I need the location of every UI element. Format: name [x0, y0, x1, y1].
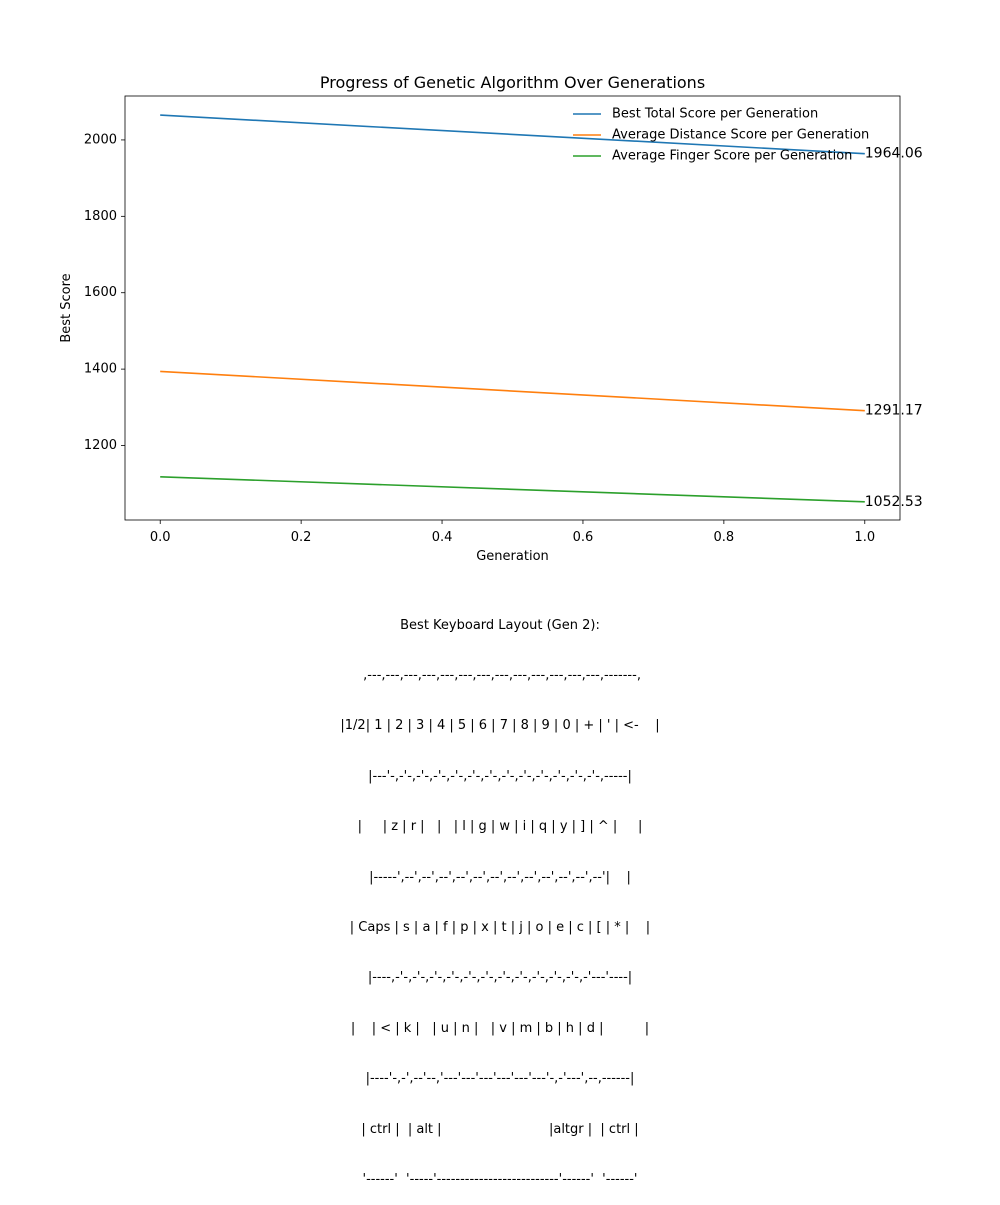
keyboard-row-line: |----,-'-,-'-,-'-,-'-,-'-,-'-,-'-,-'-,-'…: [367, 970, 633, 986]
keyboard-row-line: | | z | r | | | l | g | w | i | q | y | …: [357, 819, 643, 835]
series-line-2: [160, 476, 865, 503]
chart-title: Progress of Genetic Algorithm Over Gener…: [320, 73, 705, 92]
keyboard-row-line: |----'-,-',--'--,'---'---'---'---'---'--…: [365, 1071, 635, 1087]
plot-area: [125, 96, 900, 520]
keyboard-row-line: |1/2| 1 | 2 | 3 | 4 | 5 | 6 | 7 | 8 | 9 …: [340, 718, 660, 734]
series-end-label: 1291.17: [865, 403, 923, 419]
y-tick-label: 2000: [84, 132, 117, 147]
keyboard-row-line: |---'-,-'-,-'-,-'-,-'-,-'-,-'-,-'-,-'-,-…: [368, 768, 632, 784]
x-tick-label: 1.0: [854, 530, 875, 545]
keyboard-row-line: ,---,---,---,---,---,---,---,---,---,---…: [359, 667, 641, 683]
keyboard-layout-title: Best Keyboard Layout (Gen 2):: [400, 617, 600, 633]
keyboard-layout: Best Keyboard Layout (Gen 2): ,---,---,-…: [0, 584, 1000, 1205]
series-line-1: [160, 370, 865, 412]
y-tick-label: 1200: [84, 438, 117, 453]
legend-label: Average Finger Score per Generation: [612, 149, 852, 164]
legend-label: Average Distance Score per Generation: [612, 128, 869, 143]
x-axis-label: Generation: [476, 549, 549, 564]
plot-frame: [124, 95, 901, 521]
x-tick-label: 0.2: [291, 530, 312, 545]
x-tick-label: 0.8: [714, 530, 735, 545]
y-tick-label: 1400: [84, 362, 117, 377]
x-tick-label: 0.0: [150, 530, 171, 545]
series-end-label: 1964.06: [865, 146, 923, 162]
y-axis-label: Best Score: [59, 273, 74, 342]
line-chart: Progress of Genetic Algorithm Over Gener…: [59, 73, 923, 564]
series-line-0: [160, 114, 865, 155]
y-tick-label: 1600: [84, 285, 117, 300]
x-tick-label: 0.6: [573, 530, 594, 545]
legend: Best Total Score per Generation Average D…: [573, 107, 869, 164]
series-end-label: 1052.53: [865, 494, 923, 510]
x-tick-label: 0.4: [432, 530, 453, 545]
keyboard-row-line: |-----',--',--',--',--',--',--',--',--',…: [369, 869, 631, 885]
keyboard-row-line: | ctrl | | alt | |altgr | | ctrl |: [361, 1121, 639, 1137]
keyboard-row-line: | | < | k | | u | n | | v | m | b | h | …: [350, 1020, 650, 1036]
keyboard-row-line: '------' '-----'------------------------…: [362, 1171, 638, 1187]
y-tick-label: 1800: [84, 209, 117, 224]
keyboard-row-line: | Caps | s | a | f | p | x | t | j | o |…: [349, 919, 651, 935]
legend-label: Best Total Score per Generation: [612, 107, 818, 122]
